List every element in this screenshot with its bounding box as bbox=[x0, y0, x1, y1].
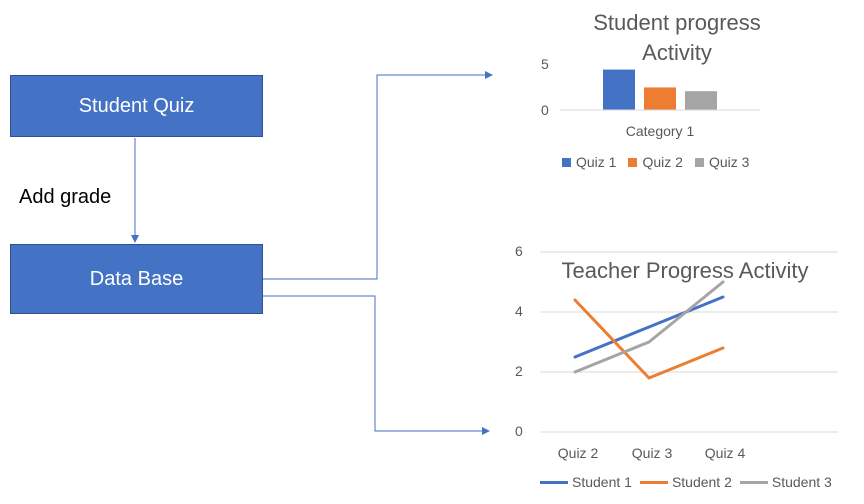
line-student-1 bbox=[573, 295, 725, 359]
legend-item-student-2: Student 2 bbox=[639, 474, 732, 490]
student-progress-chart bbox=[560, 69, 760, 111]
database-box: Data Base bbox=[10, 244, 263, 314]
legend-label: Quiz 1 bbox=[576, 154, 617, 170]
line-student-3 bbox=[573, 280, 725, 374]
bar-quiz-2 bbox=[644, 87, 676, 110]
legend-label: Student 2 bbox=[671, 474, 732, 490]
teacher-chart-ytick: 6 bbox=[515, 243, 523, 259]
student-quiz-label: Student Quiz bbox=[78, 94, 195, 117]
bar-quiz-1 bbox=[603, 69, 635, 110]
student-chart-ytick: 5 bbox=[541, 56, 549, 72]
teacher-chart-ytick: 4 bbox=[515, 303, 523, 319]
teacher-progress-chart bbox=[540, 251, 838, 433]
arrow-database-to-teacher-chart bbox=[263, 295, 490, 435]
arrow-database-to-student-chart bbox=[263, 71, 493, 280]
legend-item-quiz-3: Quiz 3 bbox=[694, 154, 750, 170]
database-label: Data Base bbox=[89, 267, 184, 290]
teacher-chart-title: Teacher Progress Activity bbox=[561, 258, 809, 283]
legend-swatch bbox=[540, 480, 568, 484]
student-chart-title-line2: Activity bbox=[642, 40, 712, 65]
legend-swatch bbox=[628, 157, 638, 167]
teacher-chart-ytick: 2 bbox=[515, 363, 523, 379]
teacher-chart-xtick: Quiz 2 bbox=[557, 445, 599, 461]
teacher-chart-xtick: Quiz 4 bbox=[704, 445, 746, 461]
legend-item-quiz-1: Quiz 1 bbox=[562, 154, 616, 170]
legend-label: Student 1 bbox=[572, 474, 632, 490]
legend-swatch bbox=[639, 480, 668, 484]
student-quiz-box: Student Quiz bbox=[10, 75, 263, 137]
student-chart-title-line1: Student progress bbox=[593, 10, 761, 35]
legend-swatch bbox=[694, 157, 704, 167]
legend-item-student-3: Student 3 bbox=[739, 474, 832, 490]
legend-item-quiz-2: Quiz 2 bbox=[628, 154, 683, 170]
line-student-2 bbox=[573, 298, 725, 380]
student-chart-ytick: 0 bbox=[541, 102, 549, 118]
bar-quiz-3 bbox=[685, 91, 717, 110]
legend-swatch bbox=[739, 480, 768, 484]
student-chart-category-label: Category 1 bbox=[625, 123, 695, 139]
legend-swatch bbox=[562, 157, 571, 167]
teacher-chart-xtick: Quiz 3 bbox=[631, 445, 673, 461]
add-grade-label: Add grade bbox=[19, 186, 112, 208]
legend-label: Student 3 bbox=[771, 474, 832, 490]
teacher-chart-ytick: 0 bbox=[515, 423, 523, 439]
legend-item-student-1: Student 1 bbox=[540, 474, 632, 490]
legend-label: Quiz 2 bbox=[642, 154, 683, 170]
legend-label: Quiz 3 bbox=[708, 154, 750, 170]
teacher-chart-legend: Student 1 Student 2 Student 3 bbox=[540, 474, 832, 490]
student-chart-legend: Quiz 1 Quiz 2 Quiz 3 bbox=[562, 154, 761, 170]
